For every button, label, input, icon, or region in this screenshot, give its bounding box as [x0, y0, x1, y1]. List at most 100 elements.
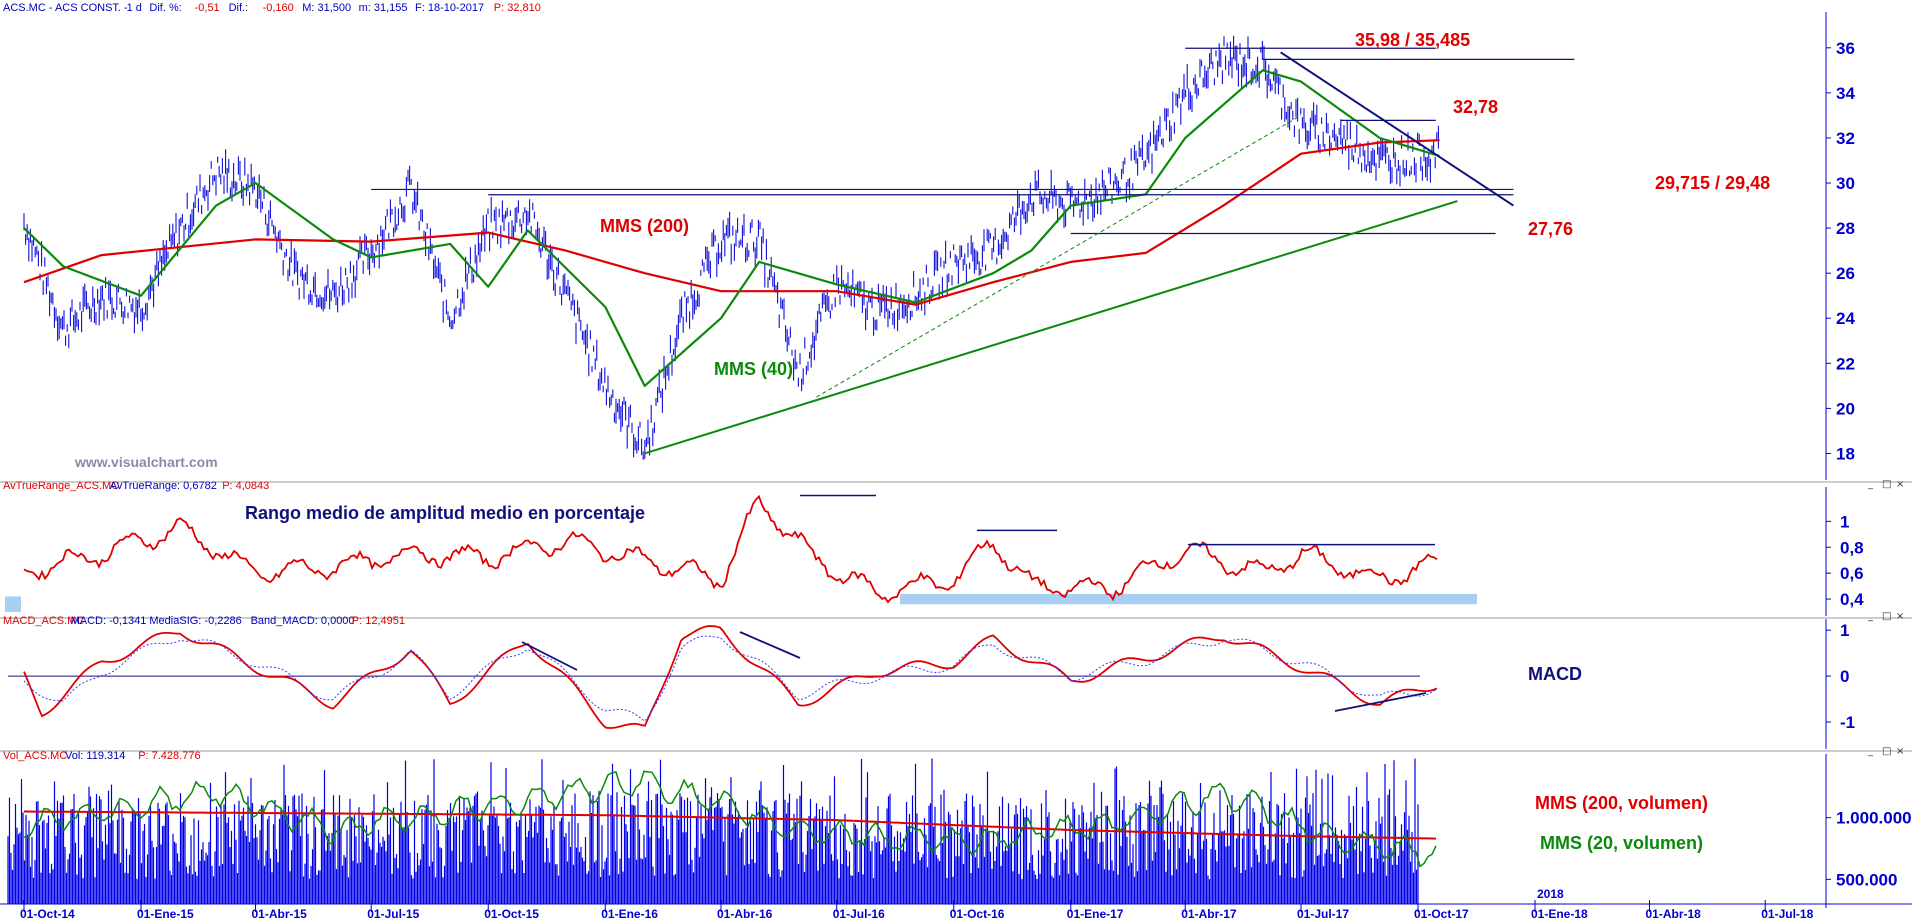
y-tick-label: 30	[1836, 174, 1855, 193]
volume-panel: 1.000.000 500.000	[7, 758, 1912, 904]
panel-control-icon: □	[1882, 479, 1891, 490]
label-level-29-715: 29,715 / 29,48	[1655, 173, 1770, 193]
label-mms-40: MMS (40)	[714, 359, 793, 379]
y-tick-label: 500.000	[1836, 870, 1897, 889]
x-tick-label: 01-Jul-17	[1297, 907, 1349, 921]
panel-control-icon: ×	[1896, 746, 1904, 757]
mms-200-line	[23, 139, 1440, 306]
panel-headers: ACS.MC - ACS CONST. -1 d Dif. %: -0,51 Dif.…	[3, 2, 541, 762]
y-tick-label: 22	[1836, 354, 1855, 373]
panel-control-icon: _	[1867, 746, 1874, 757]
atr-panel: 1 0,8 0,6 0,4	[5, 494, 1864, 612]
y-tick-label: 0	[1840, 667, 1849, 686]
x-tick-label: 01-Oct-14	[20, 907, 75, 921]
x-tick-label: 01-Jul-18	[1761, 907, 1813, 921]
label-mms-200: MMS (200)	[600, 216, 689, 236]
label-level-27-76: 27,76	[1528, 219, 1573, 239]
highlight-marker	[5, 596, 21, 612]
panel-control-icon: □	[1882, 746, 1891, 757]
macd-trendline	[521, 641, 578, 671]
x-tick-label: 01-Oct-15	[484, 907, 539, 921]
label-atr-caption: Rango medio de amplitud medio en porcent…	[245, 503, 645, 523]
header-field: MediaSIG: -0,2286	[149, 615, 241, 627]
x-tick-label: 01-Jul-16	[833, 907, 885, 921]
dashed-trendline	[816, 114, 1302, 398]
y-tick-label: 1.000.000	[1836, 809, 1912, 828]
y-tick-label: 20	[1836, 399, 1855, 418]
x-year-label: 2018	[1537, 887, 1564, 901]
header-field: P: 7.428.776	[138, 750, 200, 762]
panel-control-icon: _	[1867, 611, 1874, 622]
header-field: m: 31,155	[359, 2, 408, 14]
panel-control-icon: _	[1867, 479, 1874, 490]
x-tick-label: 01-Abr-17	[1181, 907, 1237, 921]
label-level-32-78: 32,78	[1453, 97, 1498, 117]
x-tick-label: 01-Oct-17	[1414, 907, 1469, 921]
macd-signal-line	[23, 635, 1438, 722]
header-field: Vol_ACS.MC	[3, 750, 67, 762]
volume-mms-200-line	[24, 810, 1437, 840]
label-level-35-98: 35,98 / 35,485	[1355, 30, 1470, 50]
y-tick-label: 1	[1840, 512, 1849, 531]
panel-control-icon: ×	[1896, 611, 1904, 622]
header-field: Dif. %:	[149, 2, 181, 14]
header-field: Dif.:	[229, 2, 249, 14]
x-axis: 01-Oct-14 01-Ene-15 01-Abr-15 01-Jul-15 01-O…	[0, 887, 1912, 921]
trendline	[1280, 51, 1514, 207]
panel-control-icon: □	[1882, 611, 1891, 622]
x-tick-label: 01-Abr-15	[251, 907, 307, 921]
header-field: AvTrueRange_ACS.MC	[3, 480, 119, 492]
price-panel: 36 34 32 30 28 26 24 22 20 18	[23, 35, 1855, 463]
header-field: -0,160	[263, 2, 294, 14]
y-tick-label: -1	[1840, 713, 1855, 732]
label-mms-20-volumen: MMS (20, volumen)	[1540, 833, 1703, 853]
y-tick-label: 28	[1836, 219, 1855, 238]
x-tick-label: 01-Jul-15	[367, 907, 419, 921]
header-field: P: 4,0843	[222, 480, 269, 492]
label-mms-200-volumen: MMS (200, volumen)	[1535, 793, 1708, 813]
price-bars	[23, 35, 1439, 460]
x-tick-label: 01-Ene-17	[1067, 907, 1124, 921]
atr-line	[23, 494, 1438, 604]
macd-line	[23, 625, 1438, 729]
mms-40-line	[23, 69, 1440, 387]
header-field: P: 12,4951	[352, 615, 405, 627]
label-macd: MACD	[1528, 664, 1582, 684]
y-tick-label: 36	[1836, 39, 1855, 58]
y-tick-label: 24	[1836, 309, 1855, 328]
header-field: MACD: -0,1341	[71, 615, 147, 627]
header-strip	[0, 0, 1912, 14]
highlight-band	[900, 593, 1477, 605]
macd-trendline	[1334, 692, 1427, 712]
header-field: F: 18-10-2017	[415, 2, 484, 14]
watermark: www.visualchart.com	[74, 454, 218, 470]
x-tick-label: 01-Ene-16	[601, 907, 658, 921]
header-field: ACS.MC - ACS CONST. -	[3, 2, 128, 14]
trendline	[644, 200, 1458, 455]
y-tick-label: 34	[1836, 84, 1855, 103]
y-tick-label: 0,6	[1840, 564, 1864, 583]
x-tick-label: 01-Ene-18	[1531, 907, 1588, 921]
header-field: Band_MACD: 0,0000	[251, 615, 355, 627]
y-tick-label: 0,4	[1840, 590, 1864, 609]
x-tick-label: 01-Oct-16	[950, 907, 1005, 921]
header-field: 1 d	[127, 2, 142, 14]
macd-trendline	[739, 631, 801, 659]
header-field: AvTrueRange: 0,6782	[110, 480, 217, 492]
panel-control-icon: ×	[1896, 479, 1904, 490]
header-field: P: 32,810	[494, 2, 541, 14]
y-tick-label: 0,8	[1840, 538, 1864, 557]
x-tick-label: 01-Abr-16	[717, 907, 773, 921]
y-tick-label: 18	[1836, 444, 1855, 463]
x-tick-label: 01-Abr-18	[1645, 907, 1701, 921]
y-tick-label: 1	[1840, 621, 1849, 640]
y-tick-label: 26	[1836, 264, 1855, 283]
volume-bars	[7, 758, 1419, 904]
macd-panel: 1 0 -1	[8, 621, 1855, 732]
header-field: -0,51	[195, 2, 220, 14]
x-tick-label: 01-Ene-15	[137, 907, 194, 921]
header-field: M: 31,500	[302, 2, 351, 14]
volume-mms-20-line	[23, 770, 1437, 868]
